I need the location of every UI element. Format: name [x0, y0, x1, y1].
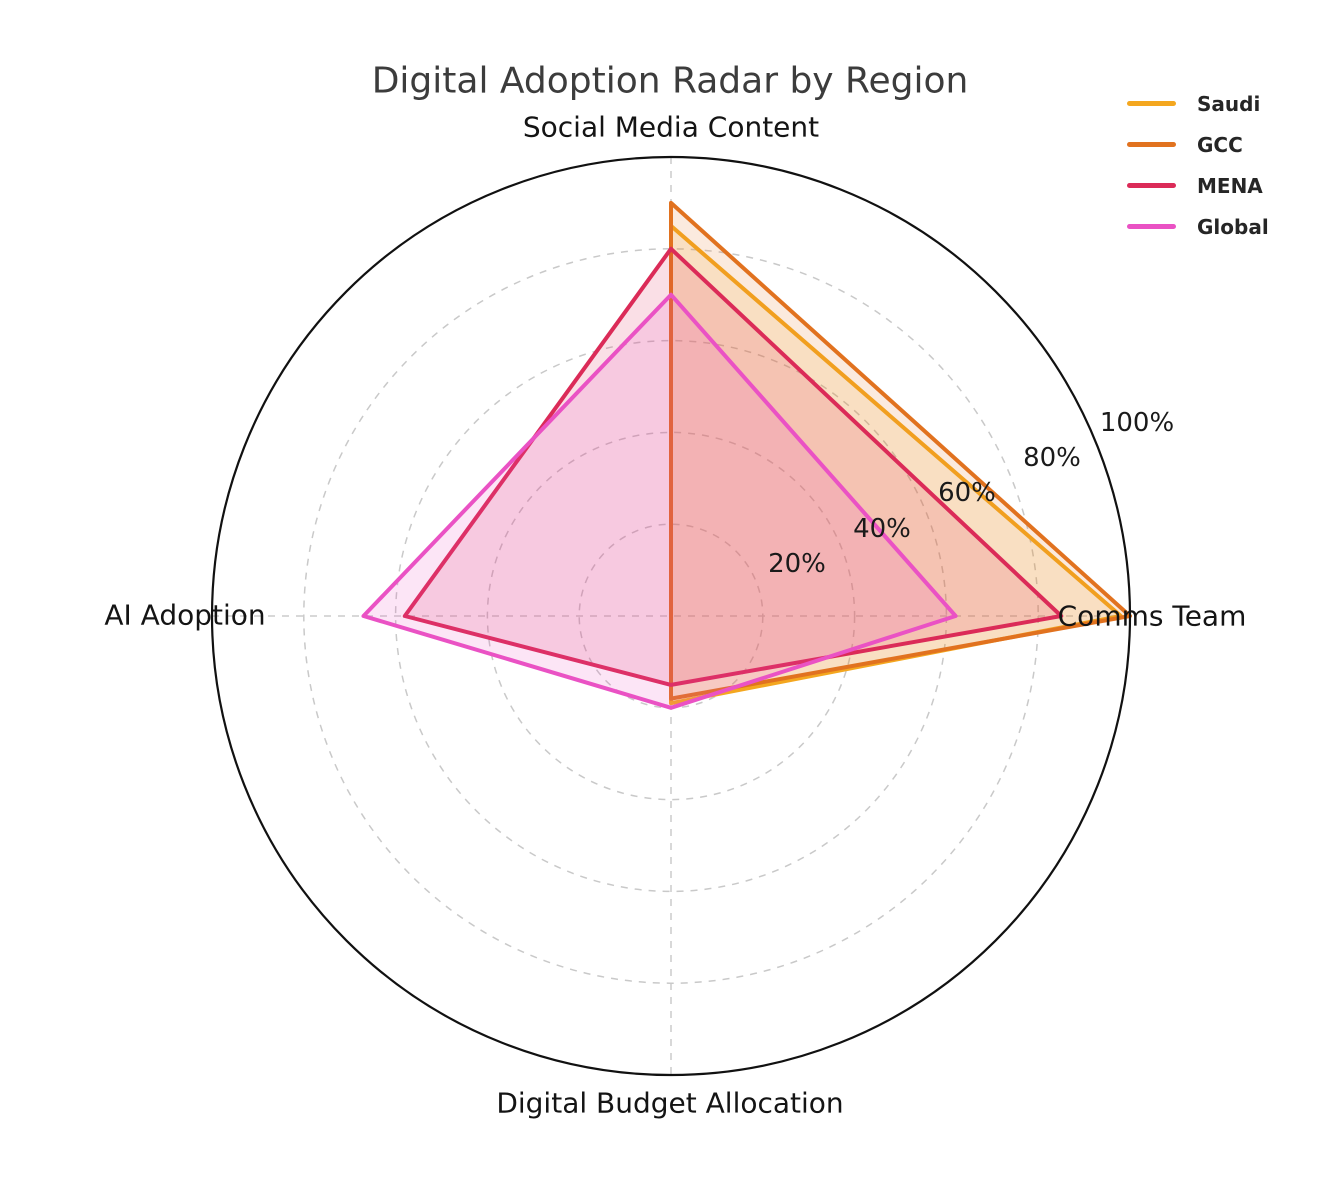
legend-item-mena: MENA [1127, 165, 1269, 206]
radial-tick-label-80: 80% [1023, 443, 1081, 473]
axis-label-digital-budget-allocation: Digital Budget Allocation [496, 1086, 844, 1120]
axis-label-ai-adoption: AI Adoption [104, 598, 266, 632]
radial-tick-label-60: 60% [938, 478, 996, 508]
radial-tick-label-40: 40% [853, 514, 911, 544]
legend-label-mena: MENA [1197, 173, 1263, 198]
ring-gridline-80 [303, 248, 1039, 984]
legend-label-saudi: Saudi [1197, 91, 1261, 116]
legend-label-global: Global [1197, 214, 1269, 239]
global-line-swatch [1127, 224, 1176, 229]
axis-label-comms-team: Comms Team [1057, 599, 1247, 633]
legend-item-global: Global [1127, 206, 1269, 247]
legend-item-gcc: GCC [1127, 124, 1269, 165]
series-polygon-mena [402, 246, 1064, 687]
outer-circle [210, 155, 1132, 1077]
legend-item-saudi: Saudi [1127, 83, 1269, 124]
radial-tick-label-20: 20% [768, 549, 826, 579]
series-polygon-global [361, 292, 958, 710]
legend-label-gcc: GCC [1197, 132, 1243, 157]
gcc-line-swatch [1127, 142, 1176, 147]
radial-tick-label-100: 100% [1099, 408, 1175, 438]
axis-label-social-media-content: Social Media Content [522, 110, 820, 144]
mena-line-swatch [1127, 183, 1176, 188]
ring-gridline-60 [394, 339, 948, 893]
ring-gridline-40 [486, 431, 856, 801]
saudi-line-swatch [1127, 101, 1176, 106]
chart-title: Digital Adoption Radar by Region [371, 60, 969, 102]
legend: Saudi GCC MENA Global [1127, 83, 1269, 247]
